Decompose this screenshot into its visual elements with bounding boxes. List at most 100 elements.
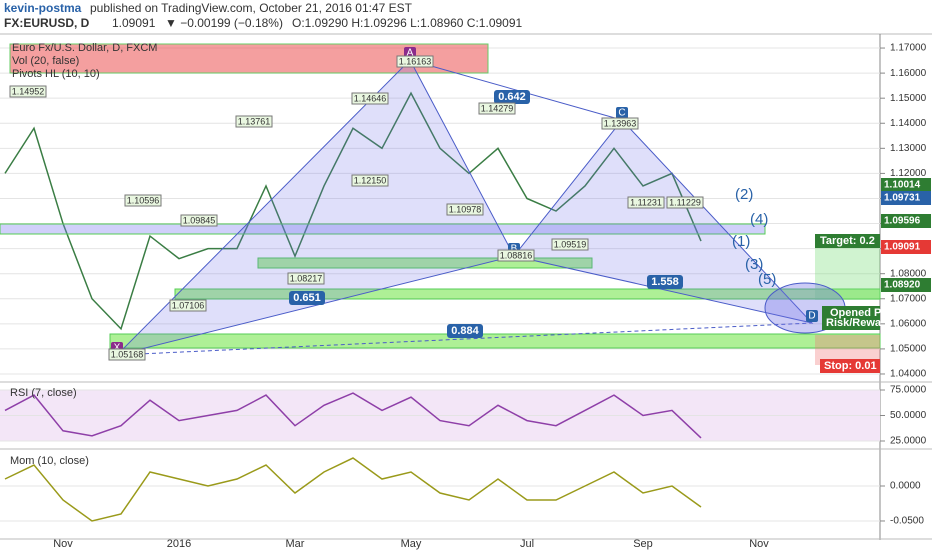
published: published on TradingView.com, October 21… (90, 1, 413, 15)
pivot-label: 1.08816 (500, 250, 533, 260)
pivot-box (601, 117, 639, 130)
y-tick-label: 1.13000 (890, 143, 927, 154)
x-tick-label: 2016 (167, 538, 191, 550)
x-tick-label: Jul (520, 538, 534, 550)
ohlc: O:1.09290 H:1.09296 L:1.08960 C:1.09091 (292, 16, 523, 30)
x-tick-label: Nov (53, 538, 73, 550)
pivot-label: 1.10978 (449, 204, 482, 214)
price-tag-label: 1.08920 (884, 280, 921, 291)
ratio-badge (494, 90, 530, 104)
y-tick-label: 1.17000 (890, 43, 927, 54)
x-tick-label: May (401, 538, 422, 550)
y-tick-label: 1.16000 (890, 68, 927, 79)
pivot-box (627, 196, 665, 209)
price-tag (881, 240, 931, 254)
subtitle: Vol (20, false) (12, 55, 79, 67)
point-label: X (114, 343, 121, 354)
pivot-box (551, 238, 589, 251)
pivot-label: 1.14646 (354, 93, 387, 103)
price-tag-label: 1.09596 (884, 216, 921, 227)
price-line (4, 457, 702, 522)
pivot-box (287, 272, 325, 285)
pivot-label: 1.07106 (172, 300, 205, 310)
pivot-label: 1.14952 (12, 86, 45, 96)
price-tag-label: 1.09091 (884, 242, 921, 253)
pivot-label: 1.09845 (183, 215, 216, 225)
point-label: A (407, 48, 414, 59)
y-tick-label: 1.06000 (890, 318, 927, 329)
y-tick-label: 25.0000 (890, 436, 927, 447)
change: ▼ −0.00199 (−0.18%) (165, 16, 283, 30)
y-tick-label: 1.04000 (890, 369, 927, 380)
ratio-badge (289, 291, 325, 305)
panel-title: RSI (7, close) (10, 387, 77, 399)
pivot-box (169, 299, 207, 312)
ratio-badge (647, 275, 683, 289)
price-tag-label: 1.09731 (884, 193, 921, 204)
ratio-label: 0.642 (498, 91, 526, 103)
price-tag (881, 214, 931, 228)
point-label: D (808, 311, 815, 322)
y-tick-label: 75.0000 (890, 385, 927, 396)
stop-badge (820, 359, 880, 373)
ratio-label: 0.884 (451, 325, 479, 337)
pivot-label: 1.13963 (604, 118, 637, 128)
ratio-label: 1.558 (651, 276, 679, 288)
last: 1.09091 (112, 16, 156, 30)
wave-label: (3) (745, 256, 763, 273)
x-tick-label: Mar (286, 538, 305, 550)
pivot-label: 1.11229 (669, 197, 701, 207)
pivot-box (497, 249, 535, 262)
pivot-label: 1.14279 (481, 103, 514, 113)
pivot-label: 1.16163 (399, 56, 432, 66)
author: kevin-postma (4, 1, 82, 15)
position-label: Risk/Rewa (826, 317, 882, 329)
x-tick-label: Sep (633, 538, 653, 550)
zone (0, 223, 766, 235)
zone (174, 288, 881, 300)
y-tick-label: 1.15000 (890, 93, 927, 104)
pivot-box (108, 348, 146, 361)
pivot-label: 1.05168 (111, 349, 144, 359)
pivot-box (9, 85, 47, 98)
pivot-box (124, 194, 162, 207)
ratio-badge (447, 324, 483, 338)
chart-title: Euro Fx/U.S. Dollar, D, FXCM (12, 42, 157, 54)
panel-title: Mom (10, close) (10, 455, 89, 467)
pattern-bcd (513, 119, 814, 324)
point-label: B (511, 244, 518, 255)
wave-label: (5) (758, 271, 776, 288)
symbol: FX:EURUSD, D (4, 16, 90, 30)
pivot-label: 1.08217 (290, 273, 323, 283)
position-label: Opened P (830, 307, 881, 319)
position-badge (822, 306, 880, 330)
point-label: C (618, 108, 625, 119)
target-label: Target: 0.2 (820, 235, 875, 247)
price-line (4, 91, 702, 331)
price-line (4, 392, 702, 439)
y-tick-label: 1.14000 (890, 118, 927, 129)
pivot-box (446, 203, 484, 216)
subtitle: Pivots HL (10, 10) (12, 68, 100, 80)
wave-label: (2) (735, 186, 753, 203)
pivot-label: 1.11231 (630, 197, 662, 207)
leg (116, 322, 813, 356)
point-badge (616, 107, 628, 119)
y-tick-label: 1.12000 (890, 168, 927, 179)
zone (109, 333, 881, 349)
y-tick-label: 1.05000 (890, 344, 927, 355)
y-tick-label: 1.08000 (890, 268, 927, 279)
pivot-box (666, 196, 704, 209)
pivot-label: 1.12150 (354, 175, 387, 185)
pivot-box (396, 55, 434, 68)
price-tag (881, 278, 931, 292)
pivot-label: 1.10596 (127, 195, 160, 205)
y-tick-label: 0.0000 (890, 481, 921, 492)
y-tick-label: 50.0000 (890, 410, 927, 421)
pivot-box (478, 102, 516, 115)
pivot-box (180, 214, 218, 227)
ratio-label: 0.651 (293, 292, 321, 304)
stop-label: Stop: 0.01 (824, 360, 877, 372)
